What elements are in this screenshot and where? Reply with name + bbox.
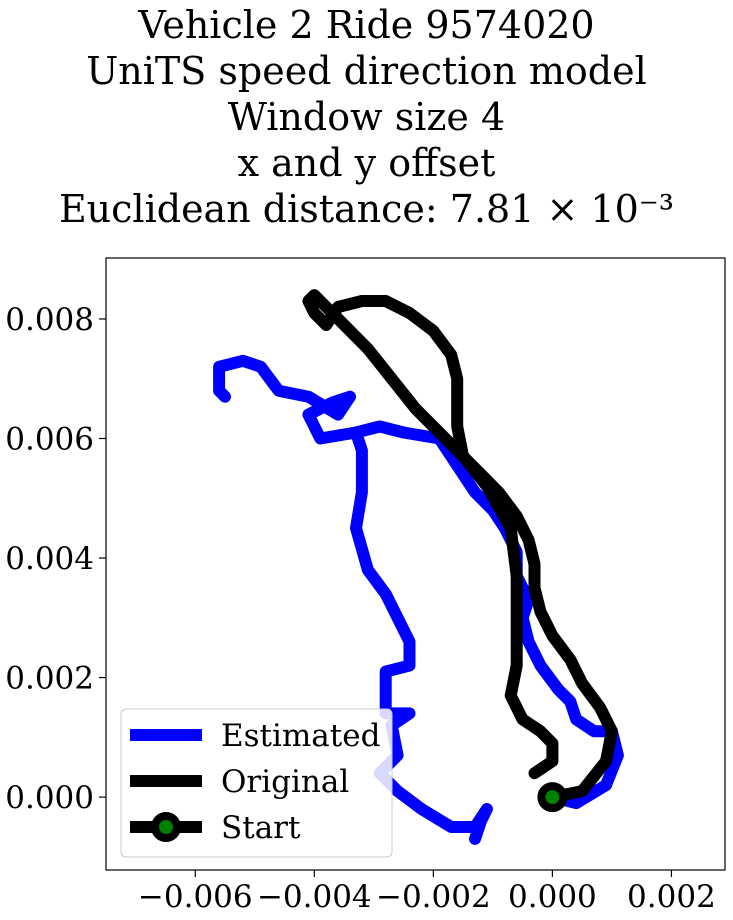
y-tick-label: 0.000 [5,780,94,816]
title-line-2: UniTS speed direction model [86,49,647,93]
y-tick-label: 0.006 [5,421,94,457]
legend-label-original: Original [221,764,349,800]
title-line-4: x and y offset [237,141,496,185]
y-axis: 0.000 0.002 0.004 0.006 0.008 [5,302,106,816]
legend-box [120,708,393,858]
x-axis: −0.006 −0.004 −0.002 0.000 0.002 [138,870,716,915]
plot-frame [105,257,726,871]
x-tick-label: 0.000 [508,879,597,915]
x-tick-label: 0.002 [627,879,716,915]
y-tick-label: 0.004 [5,541,94,577]
start-point-marker [537,782,568,813]
series-line-estimated-branch [213,354,362,445]
x-tick-label: −0.004 [257,879,372,915]
y-tick-label: 0.008 [5,302,94,338]
legend-label-estimated: Estimated [221,718,380,754]
legend: Estimated Original Start [120,708,393,858]
series-line-original [302,289,618,804]
series-line-original-branch [320,295,559,780]
legend-start-marker [151,812,181,842]
y-tick-label: 0.002 [5,661,94,697]
chart-title: Vehicle 2 Ride 9574020 UniTS speed direc… [0,2,733,232]
x-tick-label: −0.006 [138,879,253,915]
x-tick-label: −0.002 [376,879,491,915]
title-line-5: Euclidean distance: 7.81 × 10⁻³ [58,187,675,231]
legend-label-start: Start [221,810,301,846]
title-line-1: Vehicle 2 Ride 9574020 [138,3,595,47]
title-line-3: Window size 4 [227,95,506,139]
